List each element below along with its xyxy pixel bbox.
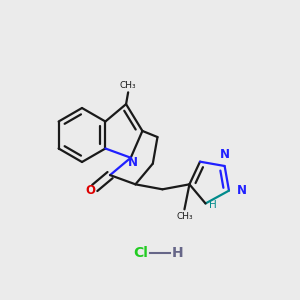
Text: N: N	[128, 156, 138, 169]
Text: N: N	[237, 184, 247, 197]
Text: H: H	[172, 246, 184, 260]
Text: CH₃: CH₃	[176, 212, 193, 221]
Text: N: N	[220, 148, 230, 161]
Text: CH₃: CH₃	[120, 81, 136, 90]
Text: Cl: Cl	[133, 246, 148, 260]
Text: O: O	[86, 184, 96, 197]
Text: H: H	[208, 200, 216, 211]
